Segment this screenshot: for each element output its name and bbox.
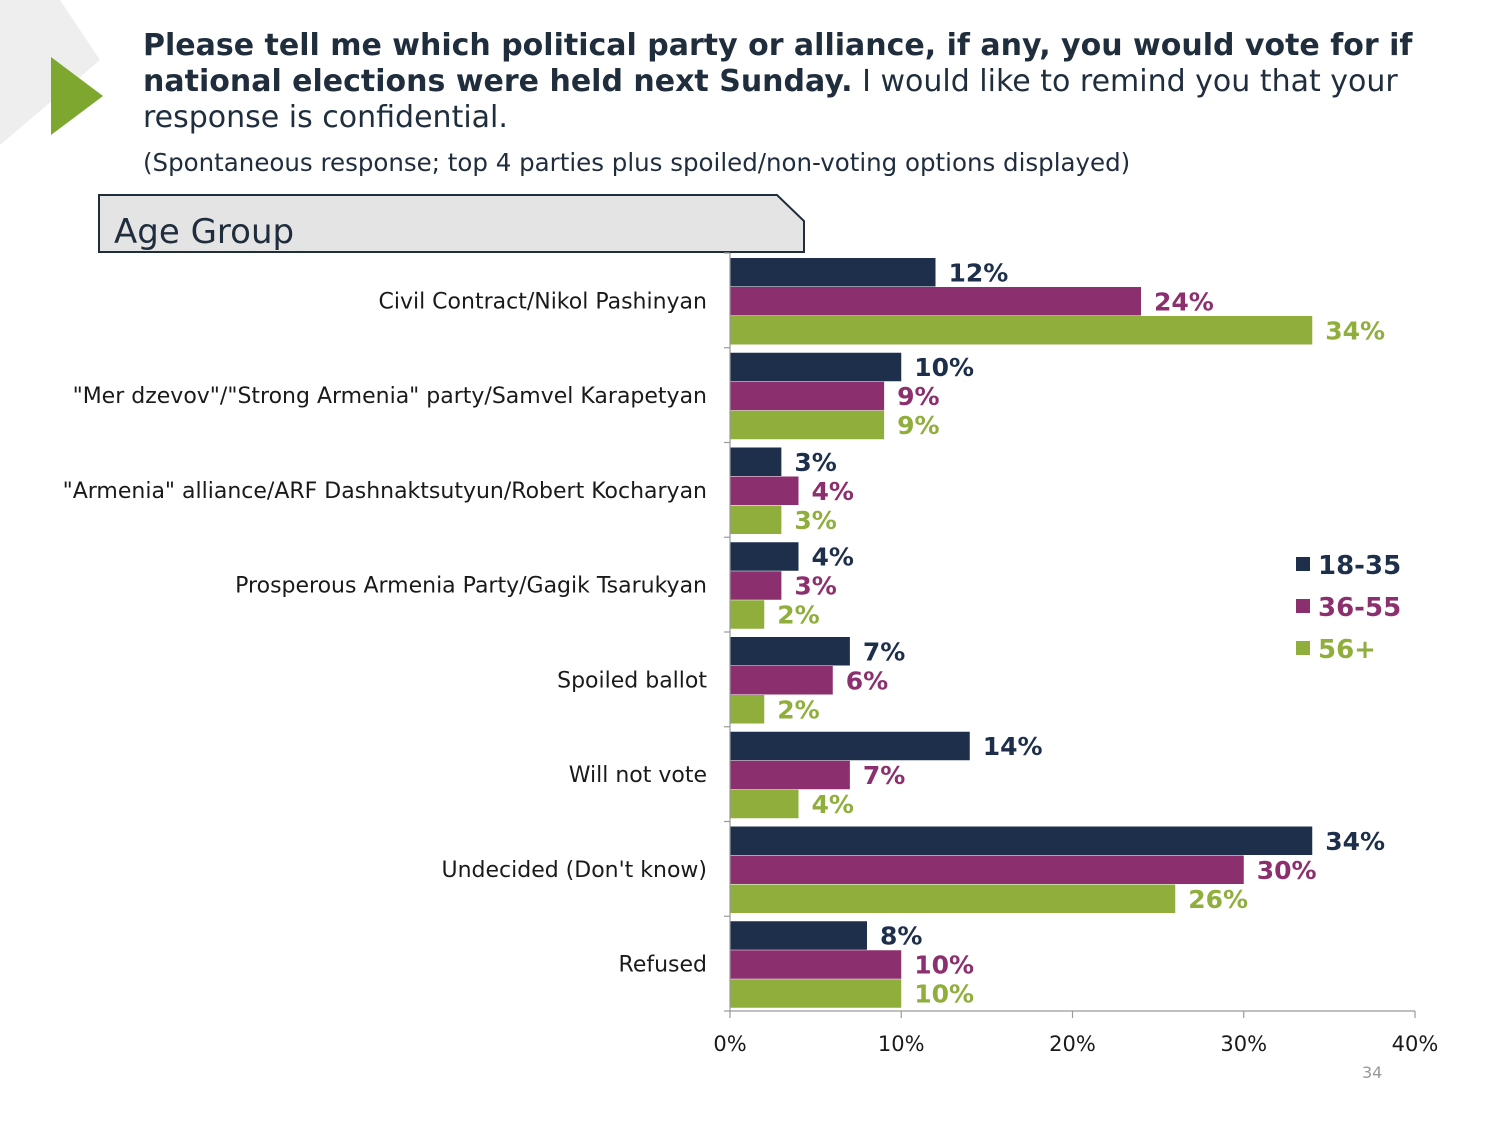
data-label-18-35: 14% [983, 732, 1043, 761]
data-label-36-55: 30% [1257, 856, 1317, 885]
data-label-18-35: 12% [949, 258, 1009, 287]
legend-label-18-35: 18-35 [1318, 551, 1401, 581]
bar-18-35 [730, 637, 850, 666]
bar-36-55 [730, 571, 782, 600]
x-tick-label: 40% [1392, 1032, 1439, 1056]
bar-56+ [730, 979, 902, 1008]
category-label: Undecided (Don't know) [441, 858, 707, 883]
bar-56+ [730, 600, 765, 629]
bar-56+ [730, 789, 799, 819]
category-label: Spoiled ballot [557, 668, 707, 693]
category-label: "Armenia" alliance/ARF Dashnaktsutyun/Ro… [63, 479, 707, 504]
bar-36-55 [730, 950, 902, 979]
data-label-18-35: 3% [794, 448, 836, 477]
data-label-36-55: 7% [863, 761, 905, 790]
bar-56+ [730, 884, 1176, 913]
bar-18-35 [730, 447, 782, 476]
x-tick-label: 20% [1049, 1032, 1096, 1056]
chart-title-tab: Age Group [98, 194, 805, 253]
category-label: "Mer dzevov"/"Strong Armenia" party/Samv… [73, 384, 707, 409]
legend-swatch-18-35 [1296, 557, 1310, 571]
bar-18-35 [730, 542, 799, 571]
data-label-56+: 4% [812, 790, 854, 819]
page-number: 34 [1362, 1063, 1383, 1082]
play-triangle-icon [51, 57, 103, 135]
data-label-56+: 2% [777, 695, 819, 724]
bar-18-35 [730, 352, 902, 382]
x-tick-label: 30% [1220, 1032, 1267, 1056]
bar-56+ [730, 316, 1313, 345]
decorative-corner [0, 0, 103, 145]
bar-18-35 [730, 826, 1313, 855]
x-tick-label: 0% [713, 1032, 746, 1056]
bar-36-55 [730, 381, 885, 411]
bar-36-55 [730, 287, 1141, 316]
bar-56+ [730, 695, 765, 724]
legend: 18-35 36-55 56+ [1296, 551, 1401, 665]
bar-36-55 [730, 855, 1244, 884]
data-label-36-55: 9% [897, 382, 939, 411]
bar-18-35 [730, 731, 970, 761]
category-label: Will not vote [569, 763, 707, 788]
data-label-56+: 3% [794, 506, 836, 535]
bar-18-35 [730, 258, 936, 287]
legend-swatch-36-55 [1296, 599, 1310, 613]
data-label-36-55: 3% [794, 572, 836, 601]
data-label-36-55: 10% [914, 951, 974, 980]
data-label-56+: 26% [1188, 885, 1248, 914]
data-label-36-55: 6% [846, 666, 888, 695]
category-label: Refused [619, 953, 707, 978]
legend-label-56+: 56+ [1318, 635, 1376, 665]
legend-swatch-56+ [1296, 641, 1310, 655]
data-label-18-35: 10% [914, 353, 974, 382]
bar-18-35 [730, 921, 867, 950]
data-label-18-35: 8% [880, 922, 922, 951]
question-bold: Please tell me which political party or … [143, 28, 1413, 99]
chart-title-tab-shape [98, 194, 805, 253]
data-label-18-35: 7% [863, 637, 905, 666]
question-text: Please tell me which political party or … [143, 28, 1443, 136]
category-label: Civil Contract/Nikol Pashinyan [378, 289, 707, 314]
legend-label-36-55: 36-55 [1318, 593, 1401, 623]
bar-56+ [730, 410, 885, 440]
question-rest: I would like to remind you that your res… [143, 64, 1398, 135]
category-label: Prosperous Armenia Party/Gagik Tsarukyan [235, 574, 707, 599]
bar-36-55 [730, 760, 850, 790]
data-label-56+: 2% [777, 601, 819, 630]
plot-area: 12% 24% 34% Civil Contract/Nikol Pashinyan 1… [63, 252, 1439, 1056]
chart-title: Age Group [114, 212, 294, 252]
bar-56+ [730, 505, 782, 534]
data-label-56+: 10% [914, 980, 974, 1009]
corner-shape [0, 0, 100, 145]
data-label-36-55: 4% [812, 477, 854, 506]
bar-36-55 [730, 666, 833, 695]
data-label-36-55: 24% [1154, 287, 1214, 316]
data-label-56+: 9% [897, 411, 939, 440]
data-label-18-35: 34% [1325, 827, 1385, 856]
bar-36-55 [730, 476, 799, 505]
data-label-18-35: 4% [812, 543, 854, 572]
subtitle: (Spontaneous response; top 4 parties plu… [143, 148, 1131, 177]
x-tick-label: 10% [878, 1032, 925, 1056]
data-label-56+: 34% [1325, 316, 1385, 345]
